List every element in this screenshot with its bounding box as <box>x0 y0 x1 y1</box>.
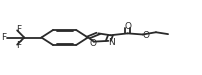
Text: O: O <box>89 39 96 48</box>
Text: N: N <box>108 38 115 47</box>
Text: O: O <box>124 22 131 31</box>
Text: F: F <box>16 25 21 34</box>
Text: F: F <box>1 33 6 42</box>
Text: F: F <box>16 41 21 50</box>
Text: O: O <box>142 31 149 40</box>
